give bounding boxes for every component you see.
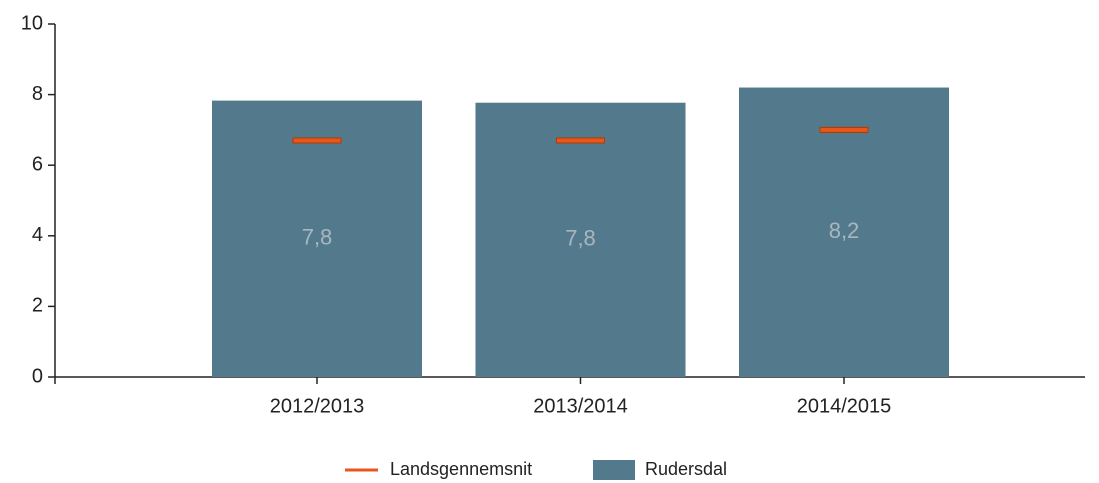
average-marker — [819, 126, 869, 133]
legend-label: Landsgennemsnit — [390, 459, 532, 479]
y-tick-label: 6 — [32, 153, 43, 175]
x-tick-label: 2012/2013 — [270, 395, 365, 417]
y-tick-label: 10 — [21, 12, 43, 34]
bar — [475, 102, 686, 378]
legend-marker — [593, 460, 635, 480]
x-tick-label: 2013/2014 — [533, 395, 628, 417]
bar-value-label: 8,2 — [829, 218, 860, 243]
y-tick-label: 2 — [32, 295, 43, 317]
bar-value-label: 7,8 — [302, 225, 333, 250]
y-tick-label: 4 — [32, 224, 43, 246]
y-tick-label: 8 — [32, 83, 43, 105]
bar-value-label: 7,8 — [565, 226, 596, 251]
bar — [212, 100, 422, 377]
x-tick-label: 2014/2015 — [797, 395, 892, 417]
bar — [739, 87, 949, 377]
y-tick-label: 0 — [32, 365, 43, 387]
average-marker — [292, 137, 342, 144]
legend-label: Rudersdal — [645, 459, 727, 479]
average-marker — [556, 137, 605, 144]
